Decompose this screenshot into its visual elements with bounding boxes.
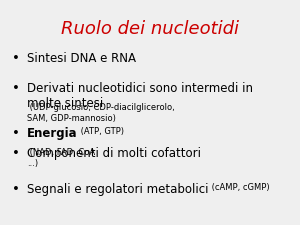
Text: (UDP-glucosio, CDP-diacilglicerolo,
SAM, GDP-mannosio): (UDP-glucosio, CDP-diacilglicerolo, SAM,… [27,104,175,123]
Text: •: • [12,127,20,140]
Text: Energia: Energia [27,127,78,140]
Text: •: • [12,147,20,160]
Text: •: • [12,183,20,196]
Text: Derivati nucleotidici sono intermedi in
molte sintesi: Derivati nucleotidici sono intermedi in … [27,82,253,110]
Text: •: • [12,52,20,65]
Text: (ATP, GTP): (ATP, GTP) [78,127,124,136]
Text: Segnali e regolatori metabolici: Segnali e regolatori metabolici [27,183,208,196]
Text: •: • [12,82,20,95]
Text: Ruolo dei nucleotidi: Ruolo dei nucleotidi [61,20,239,38]
Text: (NAD, FAD, CoA
...): (NAD, FAD, CoA ...) [27,148,95,168]
Text: (cAMP, cGMP): (cAMP, cGMP) [208,183,269,192]
Text: Sintesi DNA e RNA: Sintesi DNA e RNA [27,52,136,65]
Text: Componenti di molti cofattori: Componenti di molti cofattori [27,147,201,160]
